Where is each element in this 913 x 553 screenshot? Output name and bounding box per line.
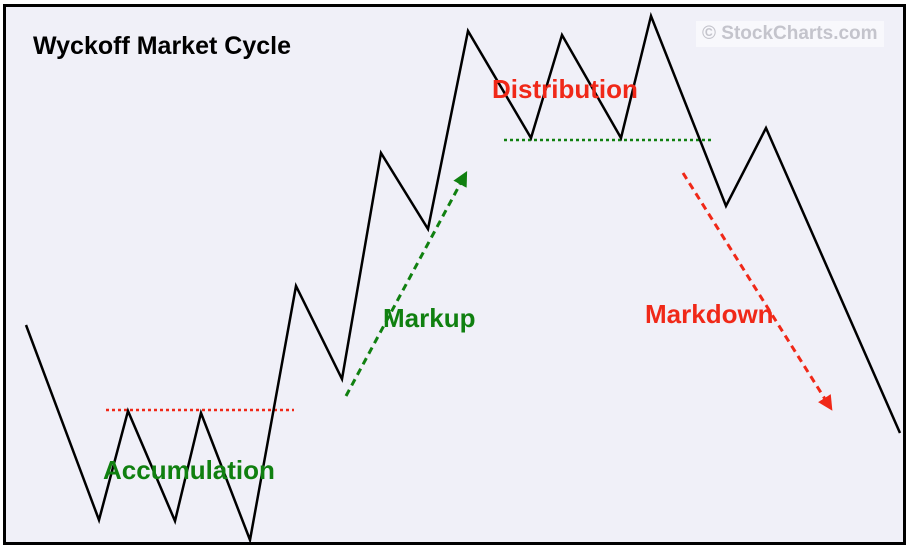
markup-arrow (344, 171, 468, 397)
markup-label: Markup (383, 303, 476, 333)
accumulation-label: Accumulation (103, 455, 275, 485)
price-path (24, 11, 902, 542)
markdown-label: Markdown (645, 299, 774, 329)
distribution-label: Distribution (492, 74, 638, 104)
diagram-title: Wyckoff Market Cycle (33, 32, 291, 60)
wyckoff-diagram (24, 11, 902, 542)
watermark: © StockCharts.com (696, 21, 884, 47)
markdown-arrow (681, 172, 833, 411)
diagram-frame: Wyckoff Market Cycle © StockCharts.com A… (3, 4, 906, 545)
